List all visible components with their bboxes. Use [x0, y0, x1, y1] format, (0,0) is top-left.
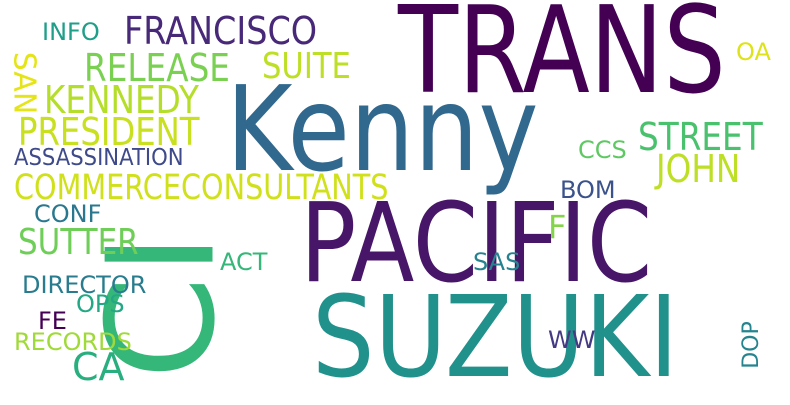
- word-kennedy: KENNEDY: [44, 78, 199, 122]
- word-kenny: Kenny: [226, 60, 539, 198]
- word-f: F: [548, 208, 567, 246]
- word-commerceconsultants: COMMERCECONSULTANTS: [14, 168, 389, 208]
- word-records: RECORDS: [14, 328, 132, 356]
- word-trans: TRANS: [398, 0, 726, 121]
- word-street: STREET: [638, 115, 763, 159]
- word-suzuki: SUZUKI: [312, 273, 679, 403]
- word-info: INFO: [42, 18, 100, 46]
- word-assassination: ASSASSINATION: [14, 145, 184, 171]
- word-conf: CONF: [34, 200, 102, 228]
- word-ops: OPS: [76, 290, 125, 318]
- word-dop: DOP: [738, 321, 764, 369]
- word-francisco: FRANCISCO: [124, 9, 318, 53]
- word-president: PRESIDENT: [18, 110, 200, 154]
- word-pacific: PACIFIC: [300, 179, 653, 307]
- word-sutter: SUTTER: [18, 222, 139, 263]
- word-oa: OA: [736, 38, 771, 66]
- word-director: DIRECTOR: [22, 271, 147, 299]
- word-sas: SAS: [473, 248, 521, 276]
- word-suite: SUITE: [262, 46, 351, 87]
- word-bom: BOM: [560, 176, 616, 204]
- word-ca: CA: [72, 345, 125, 389]
- word-ccs: CCS: [578, 136, 627, 164]
- word-ww: WW: [548, 326, 596, 354]
- word-san: SAN: [6, 51, 42, 115]
- word-john: JOHN: [656, 147, 741, 191]
- word-act: ACT: [220, 248, 268, 276]
- word-release: RELEASE: [84, 46, 230, 90]
- word-fe: FE: [38, 307, 67, 335]
